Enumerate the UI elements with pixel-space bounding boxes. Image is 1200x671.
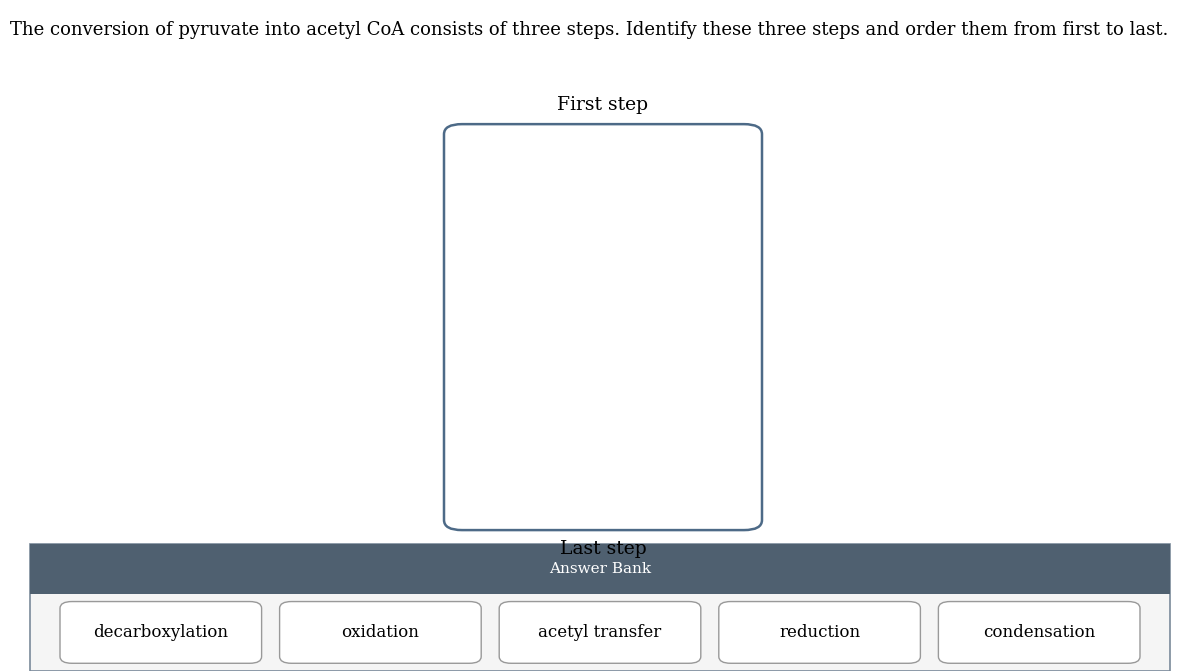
FancyBboxPatch shape	[30, 544, 1170, 671]
Text: condensation: condensation	[983, 624, 1096, 641]
FancyBboxPatch shape	[280, 601, 481, 663]
Text: First step: First step	[558, 96, 648, 114]
Text: Answer Bank: Answer Bank	[548, 562, 652, 576]
FancyBboxPatch shape	[60, 601, 262, 663]
FancyBboxPatch shape	[499, 601, 701, 663]
Text: Last step: Last step	[559, 540, 647, 558]
Text: oxidation: oxidation	[342, 624, 419, 641]
FancyBboxPatch shape	[444, 124, 762, 530]
FancyBboxPatch shape	[719, 601, 920, 663]
Text: reduction: reduction	[779, 624, 860, 641]
FancyBboxPatch shape	[938, 601, 1140, 663]
Text: acetyl transfer: acetyl transfer	[539, 624, 661, 641]
Text: decarboxylation: decarboxylation	[94, 624, 228, 641]
Text: The conversion of pyruvate into acetyl CoA consists of three steps. Identify the: The conversion of pyruvate into acetyl C…	[10, 21, 1168, 40]
FancyBboxPatch shape	[30, 544, 1170, 594]
